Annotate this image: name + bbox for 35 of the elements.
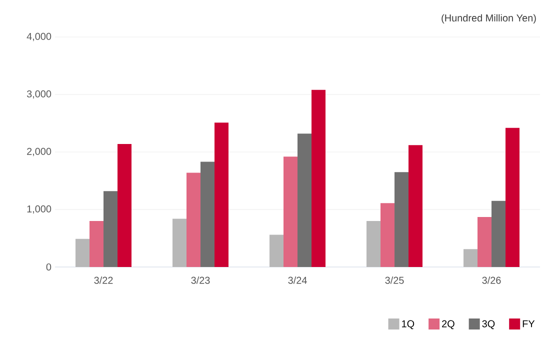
legend-label: 1Q [402,320,414,330]
y-tick-label: 3,000 [26,90,52,99]
legend-label: 3Q [482,320,495,330]
bar [76,238,90,267]
bar [298,134,312,267]
x-tick-label: 3/23 [191,276,210,284]
bar [90,221,104,267]
bar [270,234,284,267]
y-tick-label: 2,000 [27,148,52,156]
bar [200,162,215,267]
x-tick-label: 3/22 [94,276,113,284]
bar [214,122,229,267]
bar [284,156,298,267]
x-tick-label: 3/25 [385,276,404,284]
x-tick-label: 3/26 [482,276,501,284]
bar [104,191,118,267]
bar [464,249,478,267]
y-tick-label: 4,000 [26,32,52,42]
bar [408,145,423,267]
bar [394,172,409,267]
y-tick-label: 1,000 [27,205,52,214]
y-tick-label: 0 [46,263,52,271]
bar [312,90,326,267]
bar [492,200,506,267]
bar [186,172,201,267]
bar [506,128,520,267]
y-axis-title: (Hundred Million Yen) [442,14,536,24]
bar [366,221,381,267]
bar [380,203,395,267]
legend-label: FY [522,320,535,328]
bar [478,216,492,267]
bar [172,218,187,267]
x-tick-label: 3/24 [288,276,307,284]
bar [118,144,132,267]
legend-label: 2Q [442,320,454,330]
